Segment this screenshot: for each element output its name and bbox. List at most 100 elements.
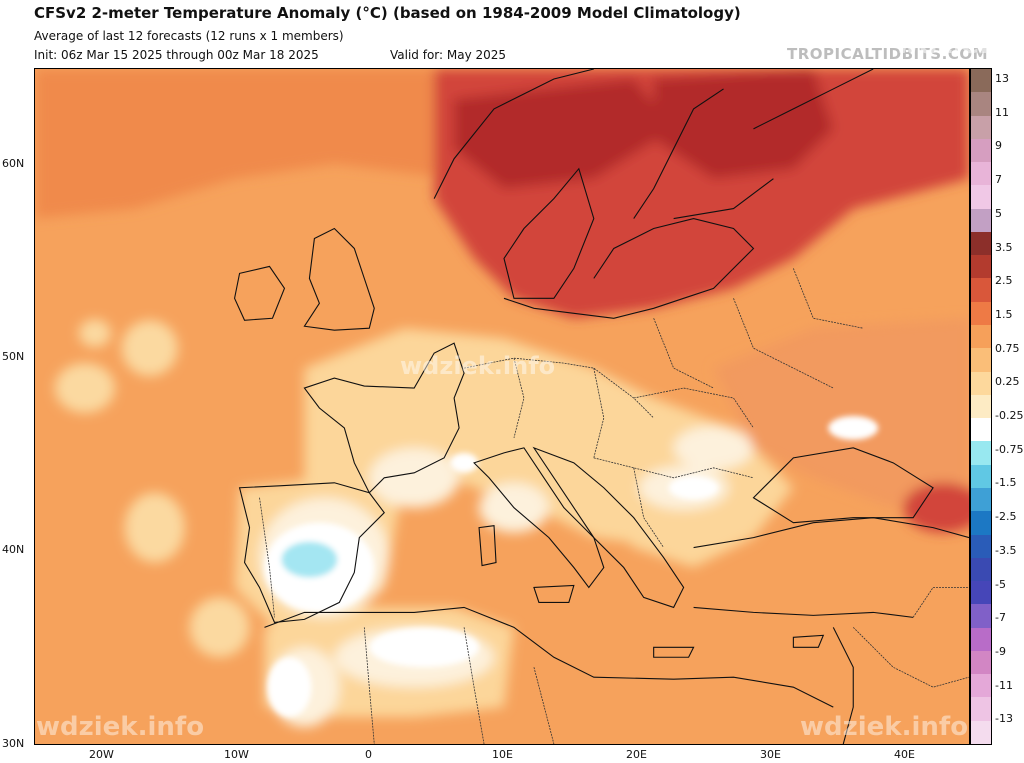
colorbar-label: -11	[995, 678, 1013, 692]
coast-britain	[303, 227, 375, 331]
colorbar-swatch	[971, 301, 991, 326]
colorbar-label: -13	[995, 712, 1013, 726]
coast-finland	[633, 88, 774, 220]
chart-title: CFSv2 2-meter Temperature Anomaly (°C) (…	[34, 4, 741, 22]
colorbar-swatch	[971, 418, 991, 442]
atlantic-cool-patch-5	[124, 492, 185, 563]
coast-ireland	[233, 265, 286, 321]
colorbar-swatch	[971, 348, 991, 373]
colorbar-swatch	[971, 162, 991, 186]
atlantic-cool-patch-3	[78, 319, 111, 348]
watermark-top-right: wdziek.info	[895, 30, 1024, 60]
colorbar-swatch	[971, 92, 991, 117]
colorbar-label: -1.5	[995, 476, 1017, 490]
colorbar-swatch	[971, 581, 991, 605]
valid-period: Valid for: May 2025	[390, 48, 507, 62]
colorbar-label: 11	[995, 105, 1009, 119]
border-iberia	[259, 497, 275, 618]
colorbar-label: -3.5	[995, 543, 1017, 557]
coastlines	[233, 69, 969, 744]
colorbar-label: 2.5	[995, 274, 1013, 288]
anomaly-map	[34, 68, 970, 745]
colorbar-swatch	[971, 487, 991, 512]
coast-france	[303, 342, 465, 494]
colorbar-swatch	[971, 138, 991, 163]
caspian-hot	[903, 482, 969, 533]
colorbar-swatch	[971, 115, 991, 140]
lon-label-10w: 10W	[224, 748, 249, 761]
scandinavia-very-hot	[454, 78, 674, 189]
colorbar-swatch	[971, 185, 991, 210]
border-balkans	[593, 457, 754, 548]
colorbar-swatch	[971, 208, 991, 233]
colorbar-label: 1.5	[995, 307, 1013, 321]
morocco-white-zone	[267, 657, 312, 718]
colorbar-label: 5	[995, 206, 1002, 220]
colorbar-swatch	[971, 278, 991, 303]
coast-italy	[473, 447, 605, 589]
coast-turkey	[693, 517, 969, 618]
init-range: Init: 06z Mar 15 2025 through 00z Mar 18…	[34, 48, 319, 62]
balkans-white-zone	[668, 475, 719, 500]
colorbar-swatch	[971, 511, 991, 535]
colorbar-label: -0.25	[995, 409, 1024, 422]
coast-crete-cyprus	[653, 634, 825, 658]
colorbar-swatch	[971, 464, 991, 489]
colorbar-label: -9	[995, 644, 1006, 658]
forecast-average-note: Average of last 12 forecasts (12 runs x …	[34, 29, 344, 43]
coast-baltic	[503, 217, 755, 319]
coast-white-sea	[753, 69, 874, 130]
colorbar-swatch	[971, 650, 991, 675]
colorbar-label: 13	[995, 72, 1009, 85]
colorbar-label: 9	[995, 139, 1002, 153]
atlantic-cool-patch-1	[54, 363, 115, 413]
colorbar-label: 3.5	[995, 240, 1013, 254]
lon-label-20w: 20W	[89, 748, 114, 761]
colorbar-label: -0.75	[995, 442, 1024, 456]
lon-label-20e: 20E	[626, 748, 647, 761]
colorbar-label: -7	[995, 611, 1006, 625]
colorbar-swatch	[971, 69, 991, 93]
coast-sardinia	[478, 525, 497, 567]
atlantic-cool-patch-2	[121, 320, 178, 377]
border-middle-east	[852, 587, 969, 688]
france-near-zero	[369, 447, 460, 508]
colorbar-label: -2.5	[995, 510, 1017, 524]
algeria-white-zone	[369, 627, 480, 668]
border-north-africa	[363, 627, 555, 744]
colorbar-swatch	[971, 231, 991, 256]
colorbar-swatch	[971, 534, 991, 559]
coast-black-sea	[752, 447, 934, 524]
coast-north-africa	[264, 606, 834, 708]
border-eastern-europe	[653, 268, 864, 389]
lat-label-40n: 40N	[2, 543, 25, 556]
colorbar-label: 0.25	[995, 375, 1020, 389]
coast-balkans	[532, 446, 685, 609]
spain-cool-anomaly	[281, 541, 338, 578]
colorbar-label: 7	[995, 173, 1002, 187]
colorbar-swatch	[971, 557, 991, 582]
lon-label-10e: 10E	[492, 748, 513, 761]
colorbar-swatch	[971, 627, 991, 652]
colorbar-swatch	[971, 371, 991, 396]
lat-label-50n: 50N	[2, 350, 25, 363]
crimea-white-zone	[828, 415, 879, 440]
lon-label-0: 0	[365, 748, 372, 761]
lon-label-40e: 40E	[894, 748, 915, 761]
atlantic-cool-patch-4	[189, 597, 250, 658]
russia-very-hot	[653, 69, 834, 179]
romania-near-zero	[673, 425, 754, 470]
coast-sicily	[533, 584, 575, 603]
colorbar-swatch	[971, 697, 991, 722]
country-borders	[259, 268, 969, 744]
lat-label-30n: 30N	[2, 737, 25, 750]
brand-watermark: TROPICALTIDBITS.COM	[787, 45, 988, 63]
colorbar-swatch	[971, 441, 991, 466]
colorbar	[970, 68, 992, 745]
colorbar-swatch	[971, 325, 991, 349]
colorbar-swatch	[971, 604, 991, 629]
coast-eastern-med	[832, 627, 854, 744]
alps-white-zone	[450, 452, 479, 473]
baltic-hot	[633, 203, 754, 274]
colorbar-label: -5	[995, 577, 1006, 591]
